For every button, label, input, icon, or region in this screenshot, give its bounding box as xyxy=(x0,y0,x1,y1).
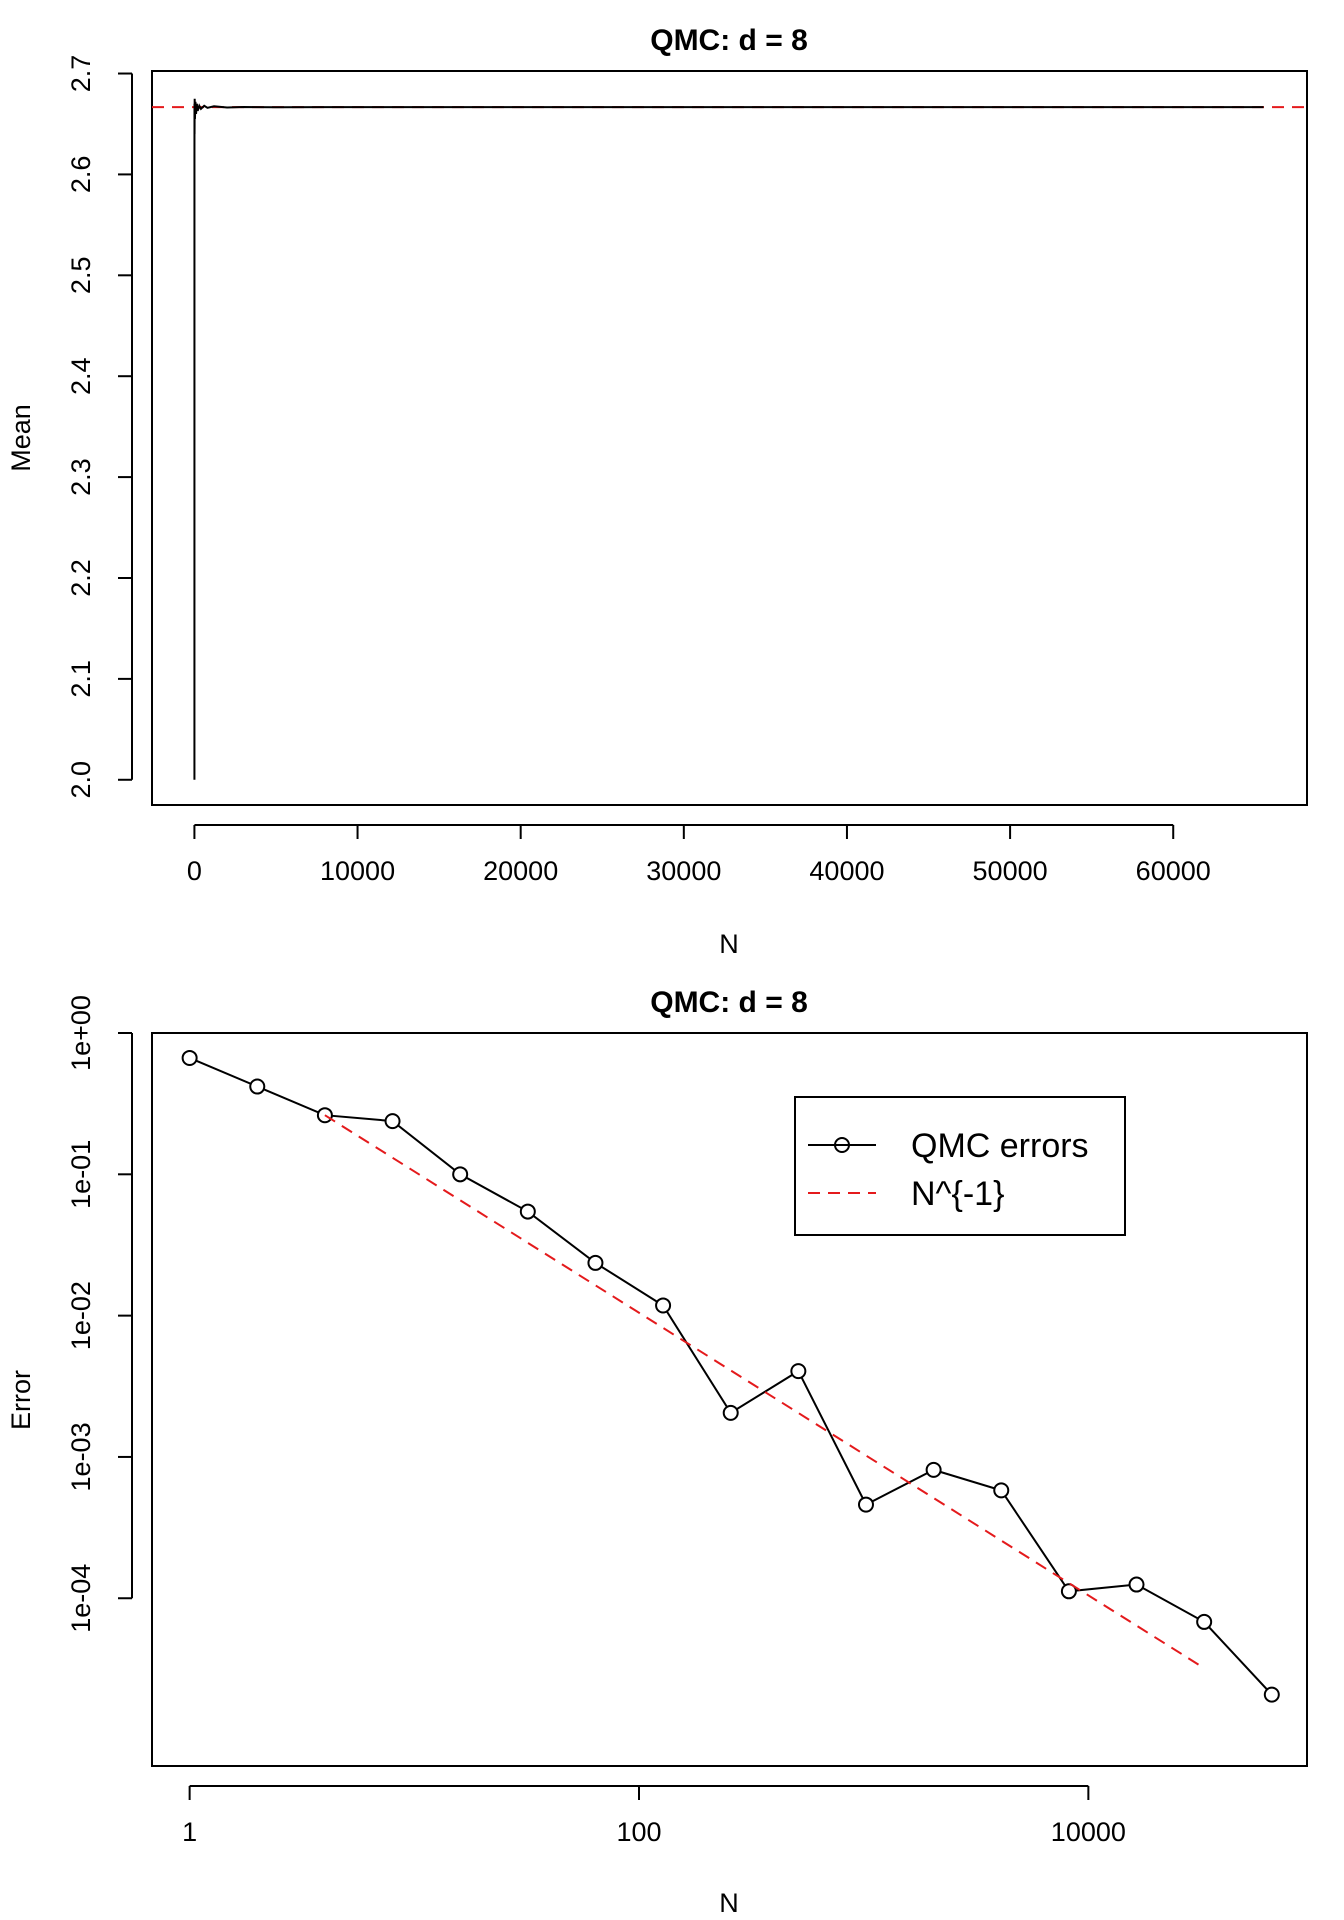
plot-frame xyxy=(151,70,1308,806)
data-point xyxy=(722,1404,739,1421)
plot-frame xyxy=(151,1032,1308,1767)
y-axis-title: Error xyxy=(6,1370,36,1430)
y-tick-label: 1e+00 xyxy=(66,995,96,1071)
data-point xyxy=(857,1496,874,1513)
data-point xyxy=(790,1363,807,1380)
y-tick-label: 1e-02 xyxy=(66,1281,96,1350)
y-tick-label: 2.2 xyxy=(66,559,96,597)
y-axis: 1e+00 1e-01 1e-02 1e-03 1e-04 xyxy=(66,995,133,1633)
y-tick-label: 2.6 xyxy=(66,156,96,194)
y-tick-label: 2.3 xyxy=(66,458,96,496)
reference-series-line xyxy=(324,1114,1205,1670)
y-tick-label: 2.0 xyxy=(66,761,96,799)
y-tick-label: 2.4 xyxy=(66,357,96,395)
x-tick-label: 60000 xyxy=(1136,856,1211,886)
x-tick-label: 100 xyxy=(616,1817,661,1847)
y-tick-label: 2.7 xyxy=(66,55,96,93)
y-tick-label: 1e-03 xyxy=(66,1422,96,1491)
y-tick-label: 1e-01 xyxy=(66,1140,96,1209)
data-point xyxy=(384,1113,401,1130)
data-point xyxy=(1128,1576,1145,1593)
legend-marker-qmc xyxy=(834,1137,850,1153)
data-point xyxy=(452,1166,469,1183)
x-tick-label: 1 xyxy=(182,1817,197,1847)
x-tick-label: 10000 xyxy=(320,856,395,886)
mean-chart-panel: QMC: d = 8 N Mean 0 10000 20000 30000 40000 5… xyxy=(6,24,1308,959)
data-series-line xyxy=(193,98,1264,780)
chart-title: QMC: d = 8 xyxy=(650,986,808,1019)
y-tick-label: 2.1 xyxy=(66,660,96,698)
data-point xyxy=(925,1461,942,1478)
y-axis: 2.0 2.1 2.2 2.3 2.4 2.5 2.6 2.7 xyxy=(66,55,133,799)
data-point xyxy=(993,1482,1010,1499)
data-point xyxy=(181,1049,198,1066)
legend: QMC errors N^{-1} xyxy=(794,1096,1126,1236)
plot-area xyxy=(152,98,1307,780)
x-axis-title: N xyxy=(719,1888,739,1918)
x-tick-label: 30000 xyxy=(646,856,721,886)
data-point xyxy=(587,1254,604,1271)
data-point xyxy=(655,1297,672,1314)
legend-box xyxy=(794,1096,1126,1236)
data-point xyxy=(1263,1686,1280,1703)
y-axis-title: Mean xyxy=(6,404,36,472)
x-tick-label: 40000 xyxy=(809,856,884,886)
chart-title: QMC: d = 8 xyxy=(650,24,808,57)
data-point xyxy=(249,1078,266,1095)
y-tick-label: 2.5 xyxy=(66,257,96,295)
data-point xyxy=(1060,1583,1077,1600)
x-axis: 1 100 10000 xyxy=(182,1785,1126,1847)
plot-area xyxy=(181,1049,1280,1703)
x-tick-label: 20000 xyxy=(483,856,558,886)
data-point xyxy=(1196,1613,1213,1630)
x-tick-label: 10000 xyxy=(1051,1817,1126,1847)
x-axis-title: N xyxy=(719,929,739,959)
legend-label-reference: N^{-1} xyxy=(911,1175,1004,1213)
y-tick-label: 1e-04 xyxy=(66,1564,96,1633)
legend-label-qmc: QMC errors xyxy=(911,1127,1089,1165)
x-axis: 0 10000 20000 30000 40000 50000 60000 xyxy=(187,824,1211,886)
x-tick-label: 50000 xyxy=(973,856,1048,886)
x-tick-label: 0 xyxy=(187,856,202,886)
error-chart-panel: QMC: d = 8 N Error 1 100 10000 1e+001e-011… xyxy=(6,986,1308,1918)
data-point xyxy=(519,1203,536,1220)
